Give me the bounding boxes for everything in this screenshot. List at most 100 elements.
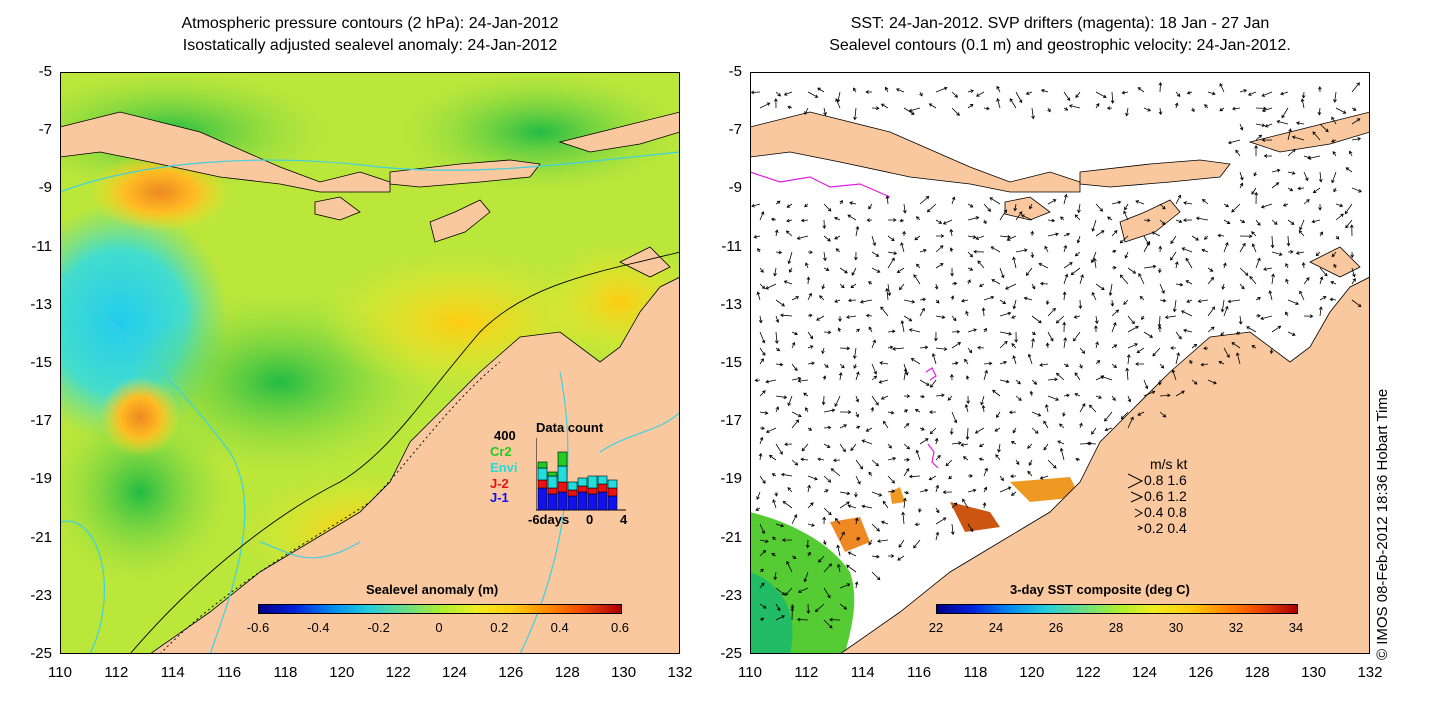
velocity-arrow [823,408,836,413]
velocity-arrow [801,443,809,452]
velocity-arrow [1183,328,1193,333]
velocity-arrow [1025,91,1033,95]
velocity-arrow [978,443,985,447]
velocity-arrow [1261,91,1273,97]
velocity-arrow [1159,203,1166,210]
velocity-arrow [919,427,925,431]
x-tick-label: 116 [907,664,932,681]
velocity-arrow [870,406,875,413]
velocity-arrow [855,225,860,237]
velocity-arrow [1039,281,1049,286]
velocity-arrow [929,427,937,435]
velocity-arrow [865,90,873,94]
left-map-frame [60,72,680,654]
left-y-ticks: -5 -7 -9 -11 -13 -15 -17 -19 -21 -23 -25 [0,63,56,662]
x-tick-label: 110 [48,664,72,681]
velocity-arrow [1107,216,1113,221]
velocity-arrow [1074,392,1081,397]
velocity-arrow [774,98,778,109]
velocity-arrow [1335,235,1340,240]
velocity-arrow [1271,251,1283,256]
velocity-arrow [759,102,771,109]
y-tick-label: -11 [721,237,742,255]
x-tick-label: 124 [442,664,468,681]
velocity-arrow [854,517,859,525]
velocity-arrow [1344,203,1353,215]
velocity-arrow [979,283,985,287]
velocity-arrow [759,390,766,397]
velocity-arrow [1012,427,1017,434]
velocity-arrow [1075,91,1081,99]
velocity-arrow [807,427,813,431]
velocity-arrow [1075,457,1081,462]
velocity-arrow [1255,123,1266,128]
velocity-arrow [1287,219,1295,225]
velocity-arrow [887,257,895,269]
velocity-arrow [871,459,879,467]
velocity-arrow [992,389,1001,397]
velocity-arrow [1287,148,1296,157]
velocity-arrow [1045,342,1050,349]
velocity-arrow [967,251,974,258]
x-tick-label: 128 [1244,664,1270,681]
velocity-arrow [878,379,889,384]
velocity-arrow [1029,203,1033,210]
velocity-arrow [1191,343,1198,349]
velocity-arrow [964,358,969,365]
velocity-arrow [1059,423,1065,429]
velocity-arrow [774,331,779,344]
velocity-arrow [823,203,832,212]
velocity-arrow [935,299,940,304]
x-tick-label: 110 [738,664,762,681]
velocity-arrow [1095,395,1102,399]
y-tick-label: -15 [720,354,742,371]
land-indonesia [60,111,391,193]
velocity-arrow [1095,203,1104,212]
velocity-arrow [1061,411,1066,417]
velocity-arrow [1255,219,1261,226]
data-count-axis-end: 4 [620,512,628,527]
velocity-arrow [787,251,793,265]
velocity-arrow [1011,315,1017,319]
velocity-arrow [935,245,944,253]
velocity-arrow [1056,372,1065,381]
velocity-arrow [966,395,971,405]
velocity-arrow [1349,224,1354,237]
velocity-arrow [1191,379,1198,385]
velocity-arrow [807,484,811,493]
velocity-arrow [981,404,986,413]
velocity-arrow [1281,107,1289,119]
velocity-arrow [1047,107,1051,113]
left-title-line1: Atmospheric pressure contours (2 hPa): 2… [181,15,559,32]
velocity-arrow [1124,251,1129,259]
velocity-arrow [951,315,957,322]
velocity-arrow [759,331,766,344]
velocity-arrow [903,467,910,477]
velocity-arrow [782,500,793,509]
velocity-arrow [1063,262,1073,269]
velocity-arrow [887,456,897,461]
velocity-arrow [839,491,851,496]
velocity-arrow [803,392,809,397]
velocity-arrow [967,328,978,333]
velocity-arrow [1068,104,1081,109]
right-map-frame [750,72,1370,654]
velocity-arrow [951,502,958,509]
velocity-arrow [1091,427,1097,435]
velocity-arrow [1333,91,1337,103]
velocity-arrow [949,228,954,237]
y-tick-label: -17 [30,412,52,430]
velocity-arrow [926,203,937,213]
velocity-arrow [1043,420,1049,429]
velocity-arrow [899,283,905,291]
velocity-arrow [1063,273,1069,285]
velocity-arrow [887,235,895,242]
velocity-arrow [1063,193,1068,205]
velocity-arrow [999,360,1008,365]
velocity-arrow [821,395,826,406]
velocity-arrow [951,196,956,205]
right-map [750,72,1370,654]
velocity-arrow [1091,291,1097,301]
velocity-arrow [821,347,825,355]
velocity-arrow [1200,362,1209,367]
